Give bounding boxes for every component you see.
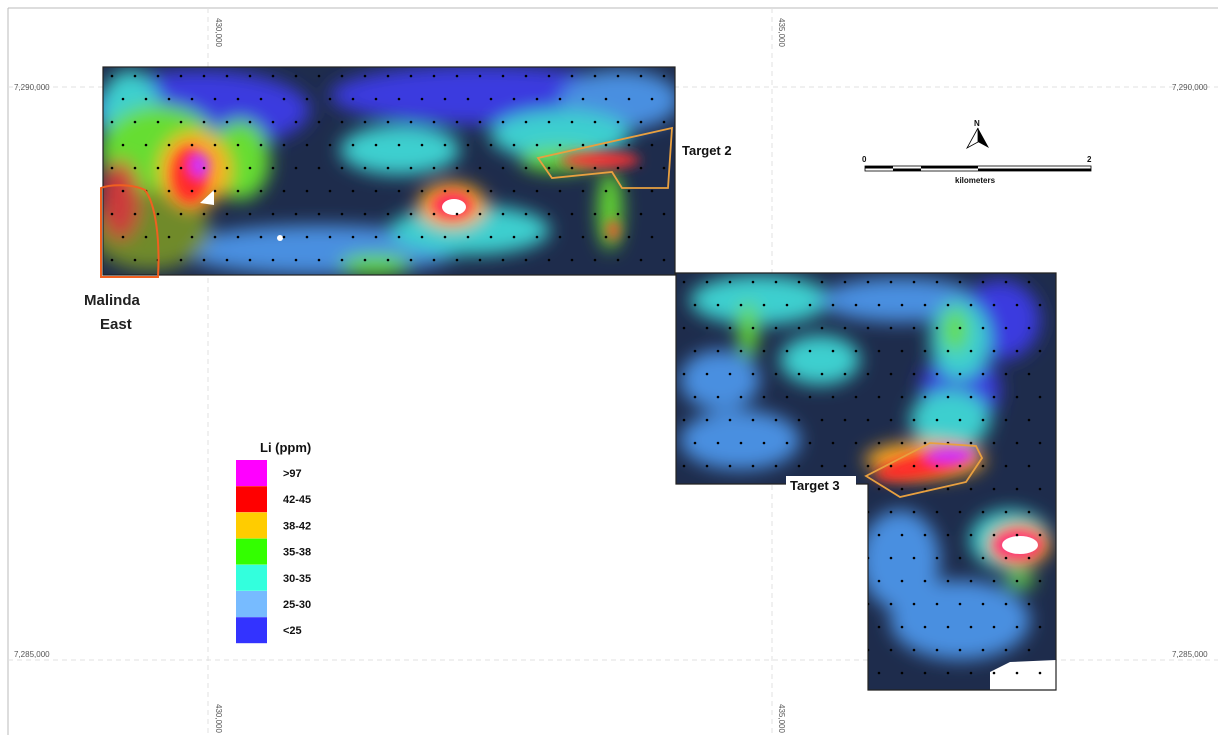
grid-labels: 430,000 435,000 430,000 435,000 7,290,00… (14, 18, 1208, 733)
easting-label-top-2: 435,000 (777, 18, 786, 47)
legend-label: <25 (283, 625, 302, 637)
scale-bar: 0 2 kilometers (862, 155, 1092, 185)
sample-points-north (110, 74, 666, 262)
legend-swatch (236, 591, 267, 617)
target-3-label-bg (786, 476, 856, 494)
target-3-label: Target 3 (790, 478, 840, 493)
northing-label-right-1: 7,290,000 (1172, 83, 1208, 92)
scale-start-label: 0 (862, 155, 867, 164)
south-block-raster (676, 273, 1056, 690)
legend-label: 42-45 (283, 494, 311, 506)
scale-unit-label: kilometers (955, 176, 996, 185)
south-block-outline (675, 272, 1057, 691)
north-block-outline (102, 66, 676, 276)
legend-swatch (236, 617, 267, 644)
legend-swatch (236, 564, 267, 591)
legend-label: 38-42 (283, 520, 311, 532)
legend: Li (ppm) >97 42-45 38-42 35-38 30-35 25-30 <25 (236, 440, 311, 644)
legend-label: 30-35 (283, 573, 311, 585)
easting-label-bottom-2: 435,000 (777, 704, 786, 733)
legend-label: 25-30 (283, 599, 311, 611)
legend-swatch (236, 486, 267, 513)
legend-label: 35-38 (283, 547, 311, 559)
malinda-east-label-line2: East (100, 316, 132, 333)
north-arrow: N (965, 119, 989, 150)
northing-label-left-2: 7,285,000 (14, 650, 50, 659)
scale-end-label: 2 (1087, 155, 1092, 164)
northing-label-right-2: 7,285,000 (1172, 650, 1208, 659)
malinda-east-label-line1: Malinda (84, 292, 140, 309)
easting-label-top-1: 430,000 (214, 18, 223, 47)
legend-swatch (236, 512, 267, 539)
northing-label-left-1: 7,290,000 (14, 83, 50, 92)
target-3-outline (864, 442, 984, 498)
legend-swatch (236, 538, 267, 565)
north-arrow-label: N (974, 119, 980, 128)
target-2-outline (536, 126, 673, 189)
easting-label-bottom-1: 430,000 (214, 704, 223, 733)
legend-swatch (236, 460, 267, 486)
legend-label: >97 (283, 468, 302, 480)
legend-title: Li (ppm) (260, 440, 311, 455)
north-block-raster (103, 67, 675, 275)
target-2-label: Target 2 (682, 143, 732, 158)
malinda-east-outline (100, 184, 160, 278)
